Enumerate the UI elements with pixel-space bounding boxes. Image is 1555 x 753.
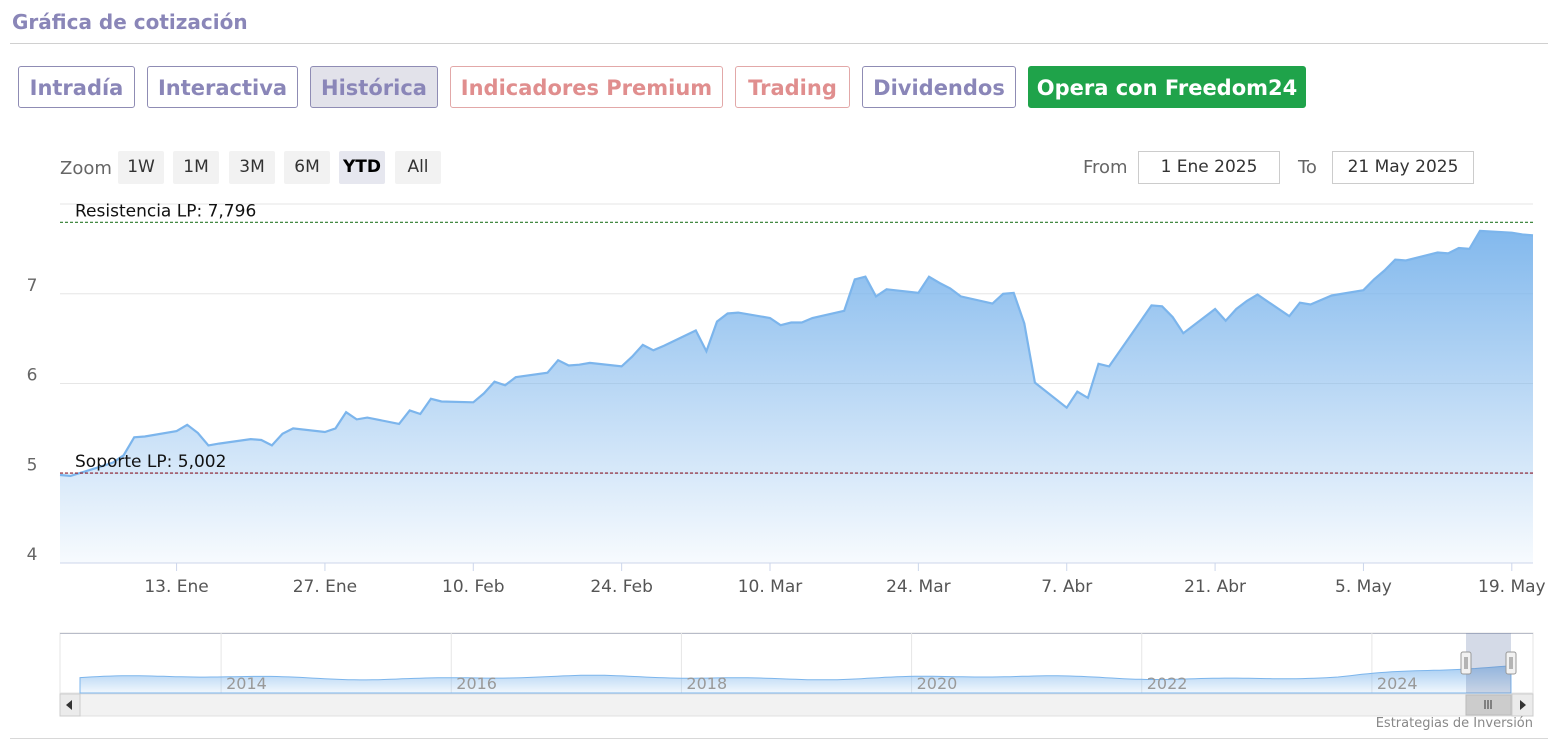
- navigator-year-label: 2024: [1377, 674, 1418, 693]
- x-tick-label: 7. Abr: [1041, 577, 1092, 597]
- price-area: [60, 231, 1533, 563]
- x-tick-label: 24. Mar: [886, 577, 951, 597]
- scrollbar-track[interactable]: [60, 694, 1533, 716]
- navigator-year-label: 2022: [1147, 674, 1188, 693]
- navigator-year-label: 2016: [456, 674, 497, 693]
- navigator-year-label: 2018: [686, 674, 727, 693]
- navigator-scrollbar[interactable]: [60, 694, 1533, 716]
- x-tick-label: 19. May: [1478, 577, 1546, 597]
- navigator[interactable]: 2014 2016 2018 2020 2022 2024: [60, 633, 1533, 693]
- navigator-left-handle[interactable]: [1461, 652, 1471, 674]
- support-label: Soporte LP: 5,002: [75, 452, 226, 472]
- y-tick-label: 5: [27, 455, 38, 475]
- resistance-label: Resistencia LP: 7,796: [75, 201, 256, 221]
- x-tick-label: 24. Feb: [590, 577, 653, 597]
- x-tick-label: 13. Ene: [144, 577, 208, 597]
- navigator-year-label: 2020: [917, 674, 958, 693]
- y-tick-label: 6: [27, 366, 38, 386]
- navigator-selection[interactable]: [1466, 633, 1511, 693]
- x-tick-label: 10. Mar: [738, 577, 803, 597]
- navigator-year-label: 2014: [226, 674, 267, 693]
- y-tick-label: 4: [27, 545, 38, 565]
- navigator-right-handle[interactable]: [1506, 652, 1516, 674]
- y-tick-label: 7: [27, 276, 38, 296]
- x-tick-label: 27. Ene: [293, 577, 357, 597]
- x-tick-label: 5. May: [1335, 577, 1392, 597]
- x-axis: 13. Ene 27. Ene 10. Feb 24. Feb 10. Mar 24. M…: [144, 563, 1545, 597]
- x-tick-label: 21. Abr: [1184, 577, 1246, 597]
- y-axis: 4 5 6 7: [27, 276, 38, 565]
- x-tick-label: 10. Feb: [442, 577, 505, 597]
- bottom-divider: [10, 738, 1548, 739]
- chart-credit: Estrategias de Inversión: [1376, 716, 1533, 731]
